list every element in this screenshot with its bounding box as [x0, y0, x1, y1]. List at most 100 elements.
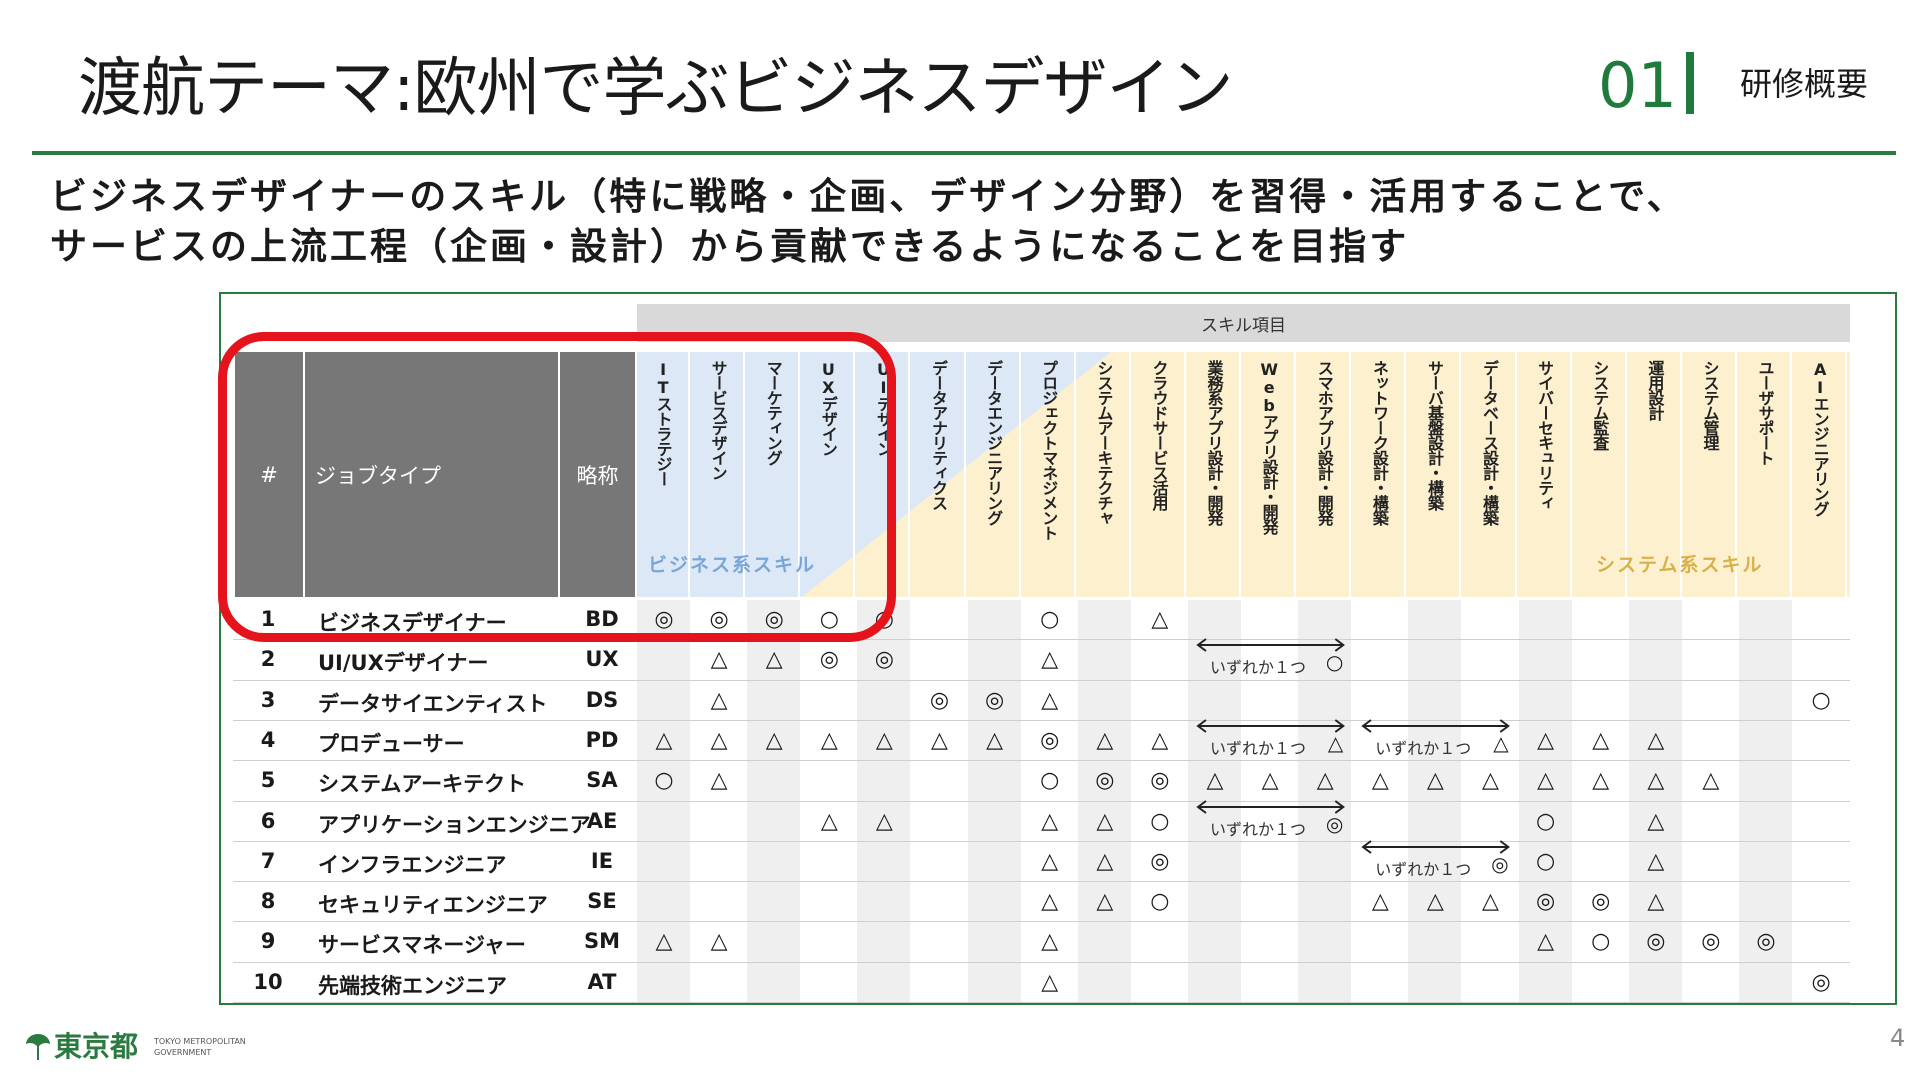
- skill-mark: △: [1041, 687, 1059, 713]
- skill-column-header: ITストラテジー: [637, 352, 691, 597]
- row-number: 2: [260, 647, 276, 672]
- page-number: 4: [1890, 1024, 1906, 1052]
- skill-mark: △: [1702, 768, 1720, 794]
- job-type: インフラエンジニア: [318, 852, 507, 877]
- skill-mark: ◎: [929, 687, 950, 713]
- skill-column-header: データアナリティクス: [913, 352, 966, 597]
- either-one-label: いずれか１つ: [1375, 738, 1472, 758]
- skill-name: ITストラテジー: [653, 360, 673, 486]
- either-one-mark: △: [1327, 730, 1344, 755]
- row-number: 3: [260, 687, 276, 712]
- skill-mark: △: [1592, 768, 1610, 794]
- skill-mark: △: [1041, 969, 1059, 995]
- row-divider: [233, 800, 1850, 802]
- double-arrow-icon: [1196, 719, 1345, 733]
- column-shade: [1077, 600, 1131, 1003]
- skill-column-header: システム監査: [1574, 352, 1627, 597]
- row-number: 9: [260, 929, 276, 954]
- skill-mark: △: [1096, 848, 1114, 874]
- row-number: 10: [253, 969, 283, 994]
- row-divider: [233, 961, 1850, 963]
- skill-mark: ◎: [1756, 929, 1776, 955]
- skill-name: クラウドサービス活用: [1149, 360, 1169, 510]
- column-shade: [857, 600, 911, 1003]
- lead-line-2: サービスの上流工程（企画・設計）から貢献できるようになることを目指す: [50, 225, 1410, 268]
- skill-mark: ◎: [764, 607, 784, 632]
- section-divider: [1686, 52, 1694, 114]
- skill-column-header: マーケティング: [747, 352, 801, 597]
- column-shade: [747, 600, 801, 1003]
- skill-mark: △: [655, 929, 673, 955]
- skill-mark: △: [1647, 768, 1665, 794]
- job-abbr: AE: [586, 808, 618, 833]
- row-divider: [233, 679, 1850, 681]
- lead-text: ビジネスデザイナーのスキル（特に戦略・企画、デザイン分野）を習得・活用することで…: [50, 172, 1687, 272]
- skill-name: UXデザイン: [818, 360, 838, 456]
- skill-column-header: Webアプリ設計・開発: [1243, 352, 1297, 597]
- skill-mark: ◎: [1040, 727, 1060, 753]
- skill-name: AIエンジニアリング: [1810, 360, 1830, 516]
- row-number: 6: [260, 808, 276, 833]
- skill-header-background: [637, 352, 1850, 597]
- skill-mark: △: [655, 727, 673, 753]
- skill-mark: △: [1151, 727, 1169, 753]
- skill-mark: △: [1041, 889, 1059, 915]
- skill-mark: △: [1371, 768, 1389, 794]
- skill-mark: △: [1041, 929, 1059, 955]
- table-frame: [219, 292, 1897, 1005]
- column-shade: [1298, 600, 1352, 1003]
- row-divider: [233, 719, 1850, 721]
- skill-mark: △: [1316, 768, 1334, 794]
- skill-mark: △: [1096, 808, 1114, 834]
- column-shade: [637, 600, 691, 1003]
- skill-mark: △: [1426, 768, 1444, 794]
- job-abbr: SM: [583, 929, 621, 954]
- either-one-mark: ◎: [1325, 811, 1344, 836]
- skill-mark: ○: [1811, 687, 1831, 713]
- skill-mark: △: [710, 929, 728, 955]
- skill-mark: ◎: [1701, 929, 1721, 955]
- skill-mark: ○: [1150, 808, 1170, 834]
- skill-name: サービスデザイン: [708, 360, 728, 480]
- skill-mark: △: [1426, 889, 1444, 915]
- skill-mark: △: [1041, 808, 1059, 834]
- skill-mark: △: [931, 727, 948, 753]
- column-shade: [1518, 600, 1572, 1003]
- skill-mark: ○: [1040, 607, 1060, 632]
- skill-mark: ◎: [654, 607, 674, 632]
- job-abbr: IE: [590, 848, 614, 873]
- job-abbr: SA: [586, 768, 618, 793]
- col-header-job: ジョブタイプ: [305, 352, 558, 597]
- double-arrow-icon: [1196, 638, 1345, 653]
- double-arrow-icon: [1196, 799, 1345, 814]
- job-abbr: BD: [585, 607, 619, 631]
- skill-mark: △: [986, 727, 1004, 753]
- skill-mark: △: [1482, 768, 1499, 794]
- skill-name: スマホアプリ設計・開発: [1314, 360, 1334, 525]
- skill-name: データアナリティクス: [929, 360, 949, 510]
- skill-column-header: スマホアプリ設計・開発: [1298, 352, 1352, 597]
- either-one-mark: ○: [1325, 650, 1344, 675]
- skill-mark: △: [1647, 848, 1665, 874]
- skill-column-header: データベース設計・構築: [1464, 352, 1517, 597]
- row-divider: [233, 881, 1850, 883]
- section-label: 研修概要: [1740, 65, 1869, 103]
- skill-mark: △: [1041, 848, 1059, 874]
- skill-name: ユーザサポート: [1755, 360, 1775, 465]
- skill-mark: △: [1482, 889, 1499, 915]
- either-one-group: いずれか１つ ◎: [1361, 839, 1511, 880]
- either-one-group: いずれか１つ ◎: [1196, 799, 1345, 840]
- lead-line-1: ビジネスデザイナーのスキル（特に戦略・企画、デザイン分野）を習得・活用することで…: [50, 175, 1687, 218]
- job-type: データサイエンティスト: [318, 691, 548, 716]
- column-shade: [967, 600, 1021, 1003]
- either-one-label: いずれか１つ: [1210, 819, 1307, 839]
- skill-name: マーケティング: [763, 360, 783, 465]
- column-shade: [1739, 600, 1793, 1003]
- skill-mark: ◎: [709, 607, 729, 632]
- skill-mark: ○: [1535, 808, 1556, 834]
- skill-mark: ◎: [1646, 929, 1666, 955]
- double-arrow-icon: [1361, 719, 1511, 733]
- skill-mark: △: [1537, 727, 1555, 753]
- skill-name: ネットワーク設計・構築: [1369, 360, 1389, 525]
- skill-mark: △: [1151, 607, 1169, 632]
